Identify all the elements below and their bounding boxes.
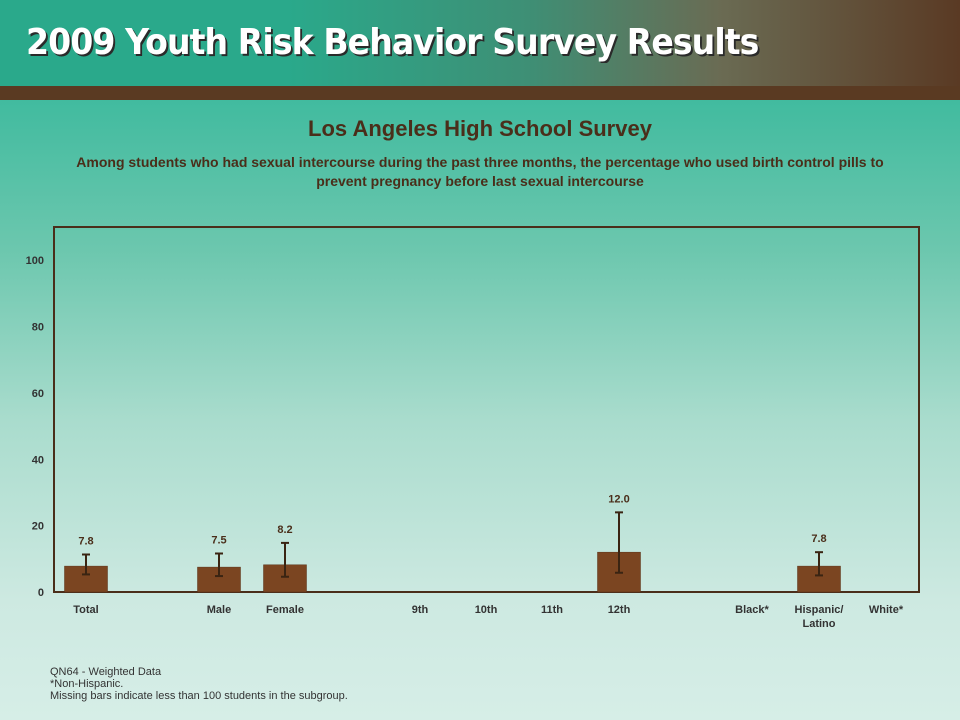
data-label: 7.8 <box>811 533 826 545</box>
y-tick-label: 80 <box>32 322 44 334</box>
y-tick-label: 60 <box>32 388 44 400</box>
x-tick-label: 11th <box>541 604 563 616</box>
x-tick-label: 12th <box>608 604 631 616</box>
x-tick-label: Latino <box>803 618 836 630</box>
page-title: 2009 Youth Risk Behavior Survey Results <box>26 22 759 63</box>
footnote-non-hispanic: *Non-Hispanic. <box>50 678 124 690</box>
chart-title: Los Angeles High School Survey <box>308 116 652 141</box>
footnote-missing-bars: Missing bars indicate less than 100 stud… <box>50 690 348 702</box>
y-tick-label: 100 <box>26 255 44 267</box>
footnotes: QN64 - Weighted Data *Non-Hispanic. Miss… <box>50 666 348 702</box>
header-banner: 2009 Youth Risk Behavior Survey Results <box>0 0 960 86</box>
footnote-weighting: QN64 - Weighted Data <box>50 666 162 678</box>
chart-subtitle: Among students who had sexual intercours… <box>76 154 884 189</box>
x-tick-label: Female <box>266 604 304 616</box>
x-tick-label: 10th <box>475 604 498 616</box>
y-tick-label: 20 <box>32 521 44 533</box>
data-label: 12.0 <box>608 493 629 505</box>
x-tick-label: Total <box>73 604 98 616</box>
plot-area <box>53 226 920 593</box>
x-tick-label: Male <box>207 604 231 616</box>
x-tick-label: White* <box>869 604 904 616</box>
x-tick-label: Black* <box>735 604 769 616</box>
x-tick-label: Hispanic/ <box>795 604 844 616</box>
data-label: 7.8 <box>78 536 93 548</box>
y-tick-label: 40 <box>32 454 44 466</box>
y-tick-label: 0 <box>38 587 44 599</box>
x-tick-label: 9th <box>412 604 429 616</box>
data-label: 8.2 <box>277 524 292 536</box>
header-divider <box>0 86 960 100</box>
data-label: 7.5 <box>211 535 226 547</box>
